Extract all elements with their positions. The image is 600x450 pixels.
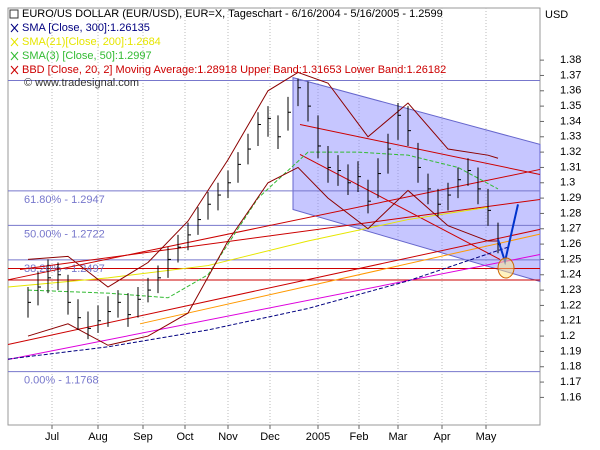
trendline xyxy=(7,228,541,346)
y-axis-label: USD xyxy=(545,9,568,21)
x-tick-label: Apr xyxy=(433,431,450,443)
y-tick-label: 1.31 xyxy=(560,161,581,173)
fib-label: 0.00% - 1.1768 xyxy=(24,375,99,387)
y-tick-label: 1.18 xyxy=(560,361,581,373)
x-tick-label: Mar xyxy=(389,431,408,443)
x-tick-label: 2005 xyxy=(306,431,330,443)
x-tick-label: Oct xyxy=(176,431,193,443)
legend-icon-b xyxy=(10,65,19,75)
y-tick-label: 1.3 xyxy=(560,177,575,189)
plot-frame xyxy=(7,7,541,426)
title-icon xyxy=(9,9,19,19)
trendline xyxy=(19,198,541,271)
y-tick-label: 1.2 xyxy=(560,330,575,342)
y-tick-label: 1.22 xyxy=(560,299,581,311)
watermark: © www.tradesignal.com xyxy=(24,77,139,89)
x-tick-label: Sep xyxy=(133,431,153,443)
x-tick-label: Feb xyxy=(350,431,369,443)
x-tick-label: Dec xyxy=(260,431,280,443)
legend-entry: SMA(3) [Close, 50]:1.2997 xyxy=(22,50,152,62)
y-tick-label: 1.16 xyxy=(560,391,581,403)
fib-label: 50.00% - 1.2722 xyxy=(24,228,105,240)
trendline xyxy=(7,168,541,281)
legend-entry: BBD [Close, 20, 2] Moving Average:1.2891… xyxy=(22,64,446,76)
y-tick-label: 1.27 xyxy=(560,223,581,235)
indicator-line xyxy=(7,246,509,360)
highlight-circle xyxy=(497,257,515,279)
y-tick-label: 1.19 xyxy=(560,345,581,357)
x-tick-label: May xyxy=(476,431,497,443)
y-tick-label: 1.37 xyxy=(560,69,581,81)
y-tick-label: 1.34 xyxy=(560,115,581,127)
indicator-line xyxy=(7,206,489,288)
y-tick-label: 1.36 xyxy=(560,85,581,97)
legend-icon-b xyxy=(10,51,19,61)
x-tick-label: Aug xyxy=(88,431,108,443)
indicator-line xyxy=(27,166,498,346)
trendline xyxy=(7,254,541,361)
y-tick-label: 1.26 xyxy=(560,238,581,250)
legend-entry: SMA [Close, 300]:1.26135 xyxy=(22,22,150,34)
y-tick-label: 1.32 xyxy=(560,146,581,158)
chart-title: EURO/US DOLLAR (EUR/USD), EUR=X, Tagesch… xyxy=(22,8,443,20)
plot-layer: 61.80% - 1.2947 50.00% - 1.2722 38.20% - 1… xyxy=(7,8,541,425)
y-tick-label: 1.21 xyxy=(560,315,581,327)
legend-icon-b xyxy=(10,23,19,33)
y-tick-label: 1.23 xyxy=(560,284,581,296)
trendline xyxy=(139,233,541,325)
trendline xyxy=(299,124,541,175)
fib-label: 38.20% - 1.2497 xyxy=(24,263,105,275)
trendline xyxy=(299,153,501,260)
y-tick-label: 1.29 xyxy=(560,192,581,204)
legend-entry: SMA(21)[Close, 200]:1.2684 xyxy=(22,36,161,48)
indicator-line xyxy=(27,71,499,288)
x-tick-label: Nov xyxy=(218,431,238,443)
y-tick-label: 1.24 xyxy=(560,269,581,281)
y-tick-label: 1.25 xyxy=(560,253,581,265)
y-tick-label: 1.35 xyxy=(560,100,581,112)
legend-icon-b xyxy=(10,37,19,47)
y-tick-label: 1.38 xyxy=(560,54,581,66)
x-tick-label: Jul xyxy=(45,431,59,443)
y-tick-label: 1.33 xyxy=(560,131,581,143)
fib-label: 61.80% - 1.2947 xyxy=(24,194,105,206)
y-tick-label: 1.17 xyxy=(560,376,581,388)
y-tick-label: 1.28 xyxy=(560,207,581,219)
